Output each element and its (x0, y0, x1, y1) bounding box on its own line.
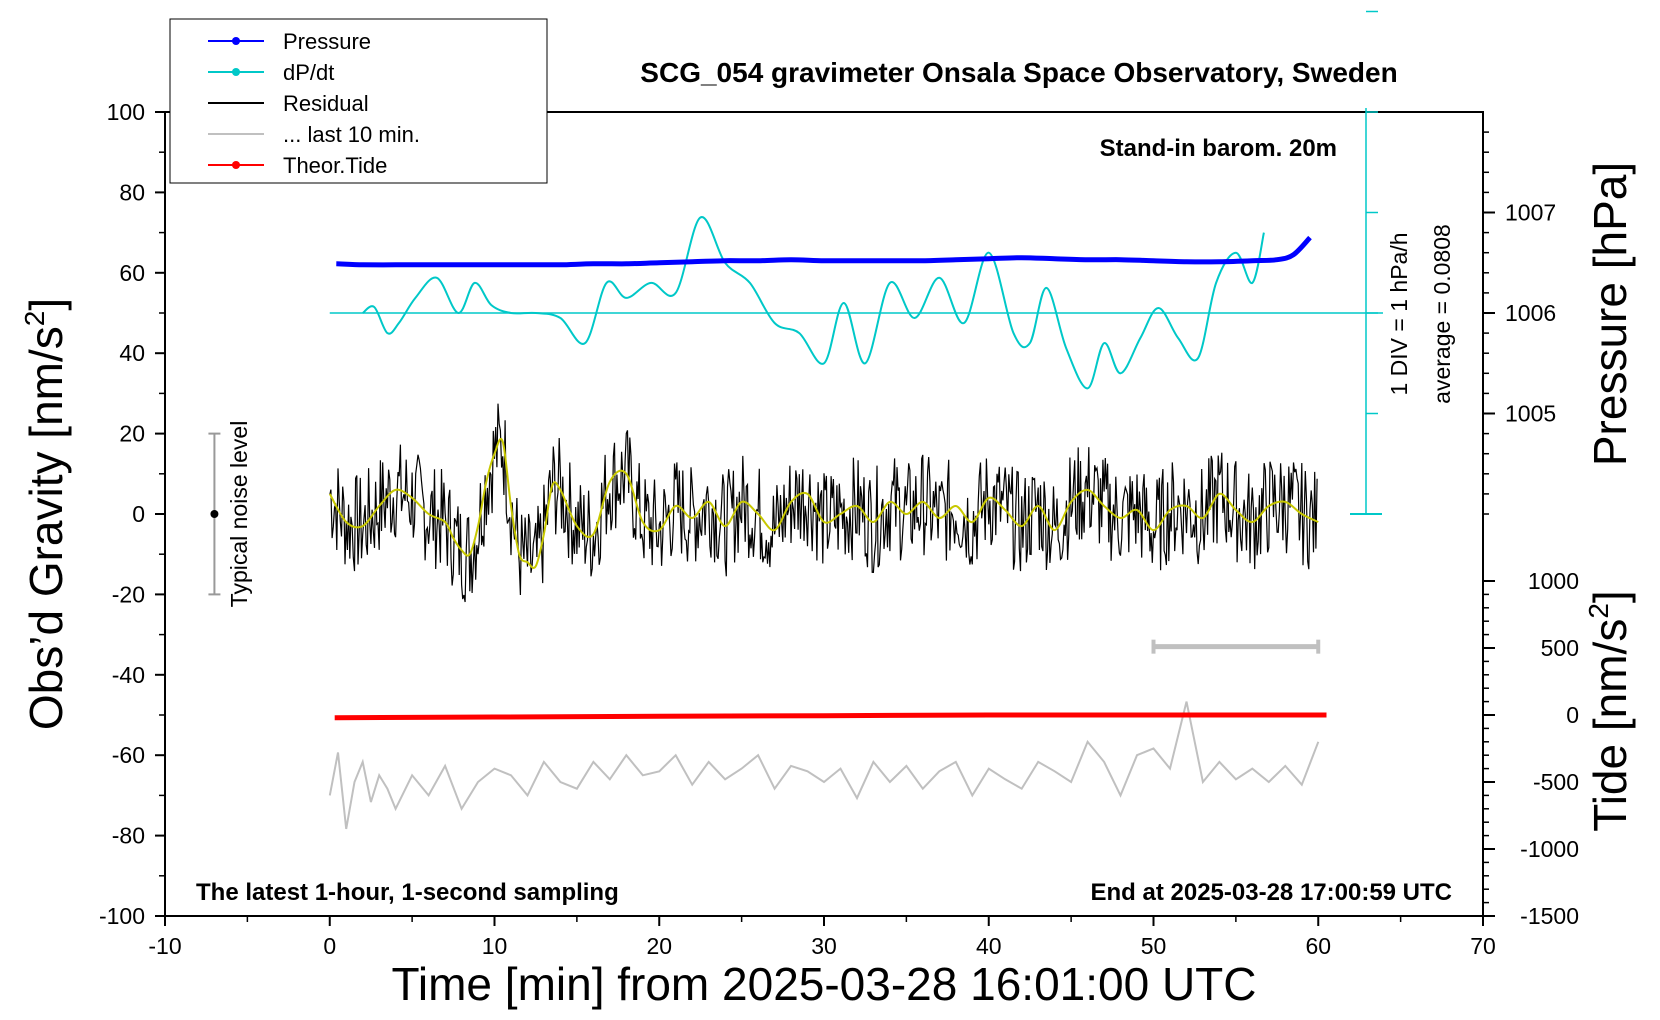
y-tick-label: -40 (112, 662, 145, 688)
y-tick-label: 60 (119, 260, 145, 286)
tide-tick-label: -500 (1533, 769, 1579, 795)
y-tick-label: 40 (119, 340, 145, 366)
tide-tick-label: 500 (1541, 635, 1579, 661)
tide-axis-title-text: Tide [nm/s (1584, 619, 1636, 832)
sampling-note: The latest 1-hour, 1-second sampling (196, 879, 619, 906)
legend-label: Residual (283, 91, 369, 116)
pressure-tick-label: 1007 (1505, 200, 1556, 226)
legend-box (169, 18, 548, 184)
tide-axis-title-end: ] (1584, 590, 1636, 603)
series-layer (328, 216, 1327, 830)
y-tick-label: 0 (132, 501, 145, 527)
x-tick-label: 40 (976, 933, 1002, 959)
y-axis-title-main: Obs’d Gravity [nm/s2] (19, 298, 72, 730)
legend-swatch-marker (232, 37, 240, 45)
y-axis-title-main-sup: 2 (19, 311, 50, 327)
series-pressure-line (336, 235, 1312, 268)
tide-axis-ticks: 1000 500 0 -500 -1000 -1500 (1483, 568, 1579, 929)
series-last10-line (328, 701, 1320, 830)
tide-tick-label: 0 (1566, 702, 1579, 728)
pressure-tick-label: 1005 (1505, 401, 1556, 427)
legend-label: dP/dt (283, 60, 334, 85)
pressure-axis-title: Pressure [hPa] (1584, 162, 1636, 466)
pressure-tick-label: 1006 (1505, 300, 1556, 326)
tide-tick-label: -1500 (1520, 903, 1579, 929)
legend: Pressure dP/dt Residual ... last 10 min. The… (169, 18, 548, 184)
dpdt-scale (329, 10, 1383, 515)
chart-title: SCG_054 gravimeter Onsala Space Observat… (640, 57, 1397, 88)
x-tick-label: -10 (148, 933, 181, 959)
x-tick-label: 10 (482, 933, 508, 959)
x-axis-ticks: -10 0 10 20 30 40 50 60 70 (148, 916, 1496, 959)
tide-tick-label: -1000 (1520, 836, 1579, 862)
average-note: average = 0.0808 (1429, 224, 1455, 404)
y-tick-label: -60 (112, 742, 145, 768)
tide-tick-label: 1000 (1528, 568, 1579, 594)
x-tick-label: 70 (1470, 933, 1496, 959)
series-dpdt-line (362, 216, 1265, 390)
div-note: 1 DIV = 1 hPa/h (1386, 232, 1412, 395)
x-tick-label: 20 (646, 933, 672, 959)
series-theoretical-tide-line (334, 712, 1327, 721)
y-tick-label: 80 (119, 179, 145, 205)
tide-axis-title-sup: 2 (1583, 603, 1614, 619)
y-tick-label: -20 (112, 581, 145, 607)
end-time-note: End at 2025-03-28 17:00:59 UTC (1091, 879, 1453, 906)
y-axis-ticks: -100 -80 -60 -40 -20 0 20 40 60 80 100 (99, 99, 165, 929)
pressure-axis-ticks: 1005 1006 1007 (1483, 131, 1556, 515)
x-tick-label: 60 (1305, 933, 1331, 959)
legend-label: Pressure (283, 29, 371, 54)
noise-label: Typical noise level (226, 421, 252, 608)
x-tick-label: 30 (811, 933, 837, 959)
x-tick-label: 0 (323, 933, 336, 959)
y-tick-label: -80 (112, 823, 145, 849)
barometer-note: Stand-in barom. 20m (1100, 135, 1337, 162)
series-residual-line (329, 403, 1318, 603)
legend-swatch-marker (232, 68, 240, 76)
series-smoothed-residual-line (328, 437, 1319, 569)
y-axis-title-main-text: Obs’d Gravity [nm/s (20, 326, 72, 730)
y-tick-label: 100 (107, 99, 145, 125)
markers-layer (208, 432, 1321, 654)
legend-label: Theor.Tide (283, 153, 387, 178)
legend-label: ... last 10 min. (283, 122, 420, 147)
y-axis-title-main-end: ] (20, 298, 72, 311)
y-tick-label: 20 (119, 421, 145, 447)
y-tick-label: -100 (99, 903, 145, 929)
tide-axis-title: Tide [nm/s2] (1583, 590, 1636, 831)
x-tick-label: 50 (1141, 933, 1167, 959)
noise-bar-center (210, 510, 219, 518)
legend-swatch-marker (232, 161, 240, 169)
x-axis-title: Time [min] from 2025-03-28 16:01:00 UTC (392, 958, 1257, 1010)
